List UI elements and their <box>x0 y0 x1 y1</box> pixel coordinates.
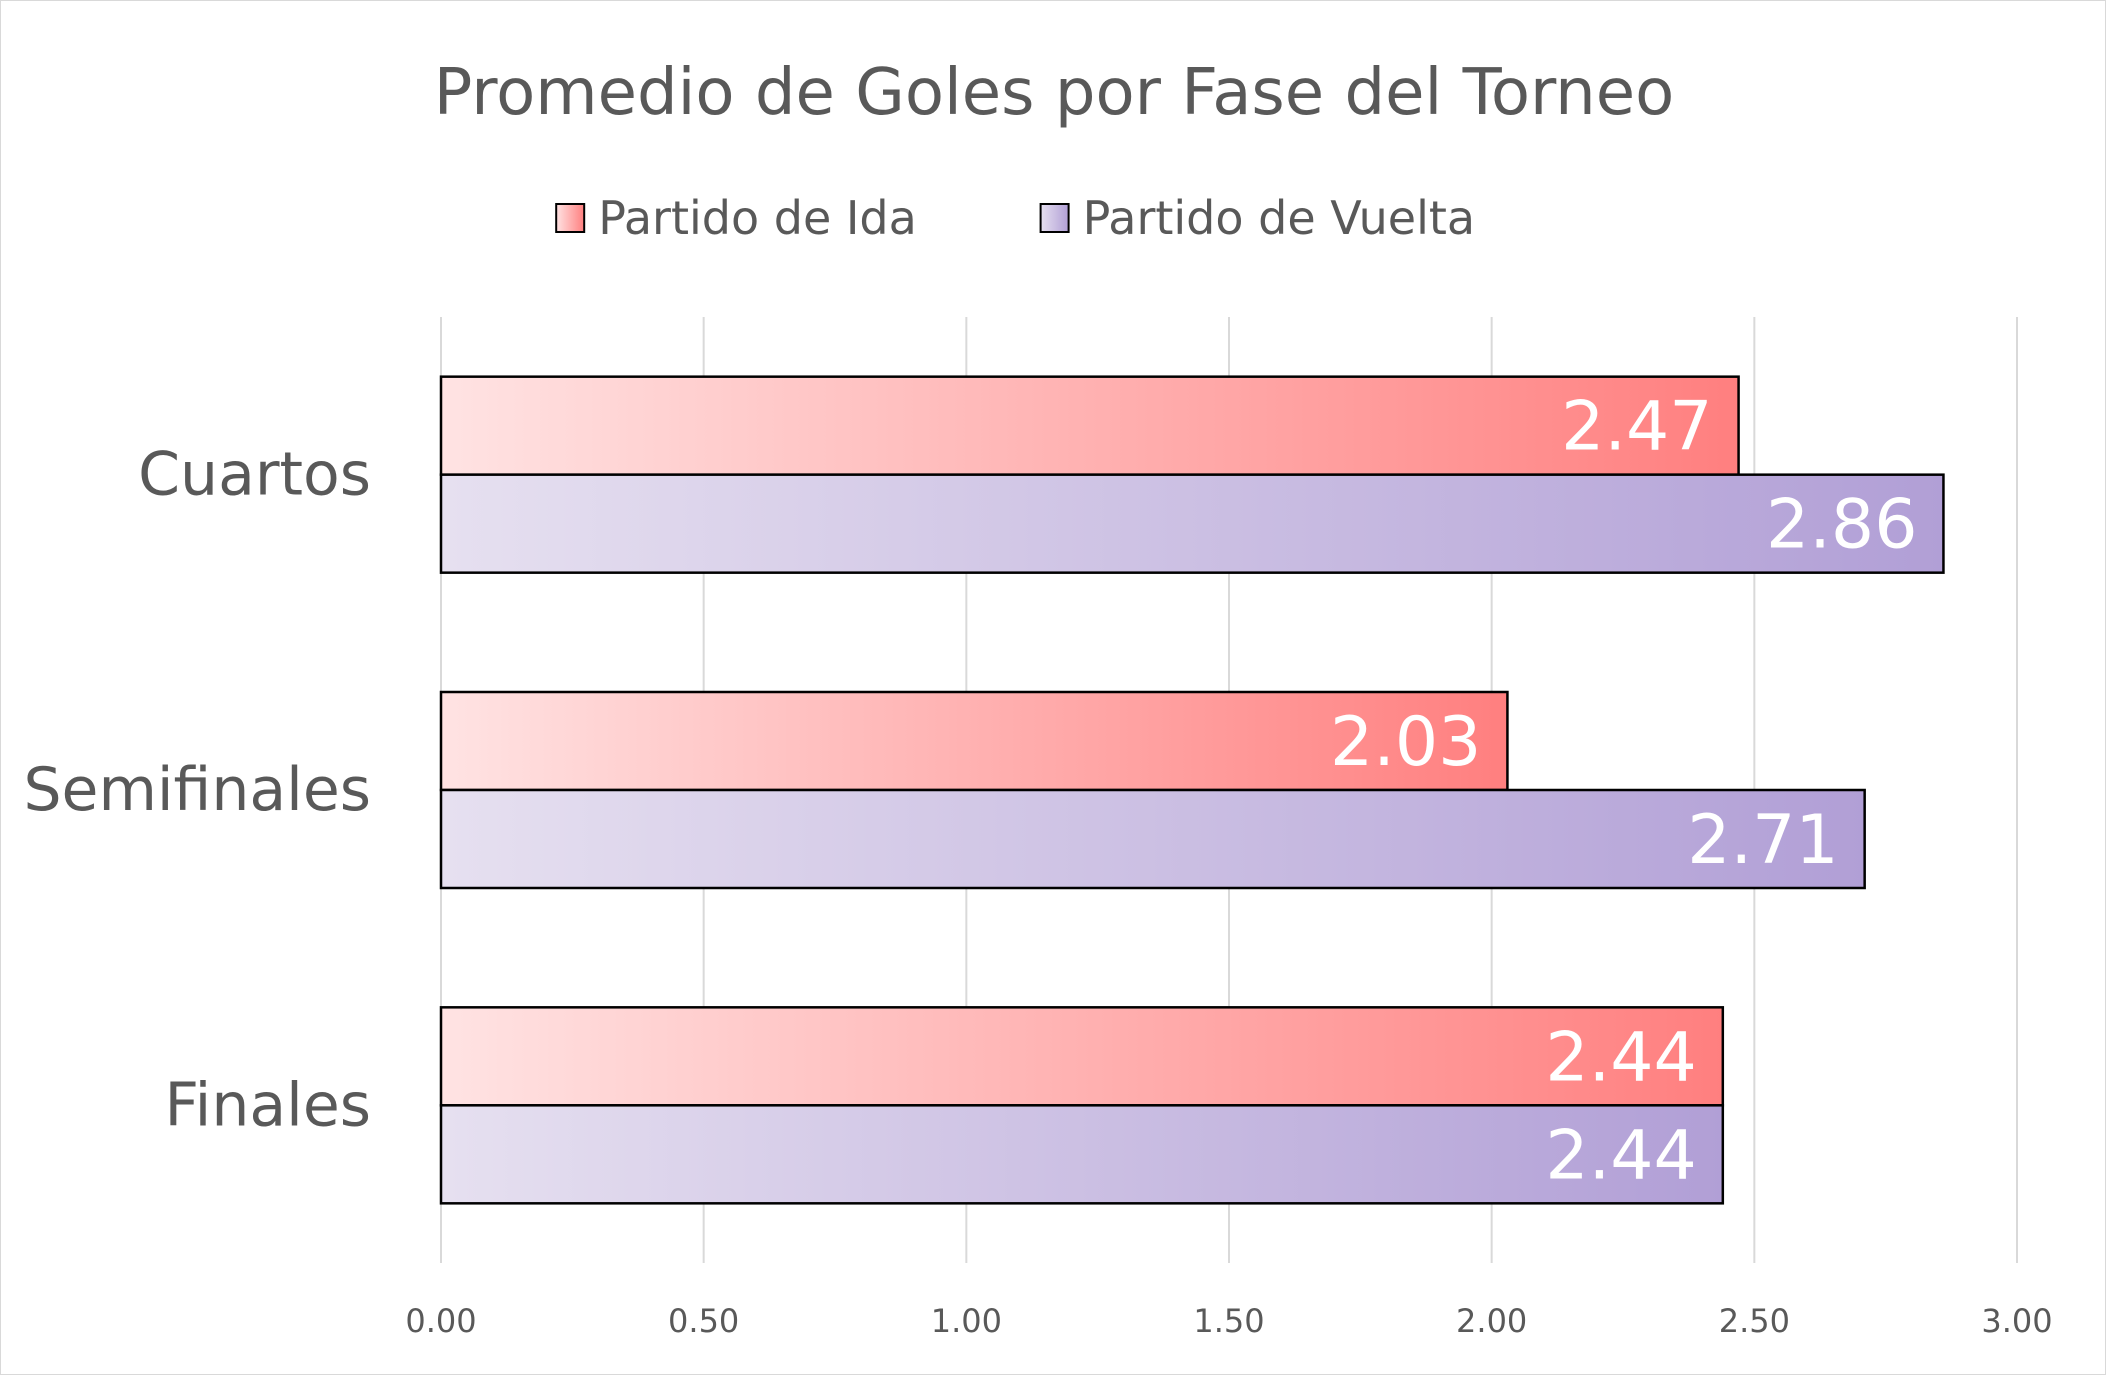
x-tick-label: 1.00 <box>931 1302 1002 1340</box>
category-label-cuartos: Cuartos <box>138 440 371 510</box>
legend-swatch-partido-de-ida <box>555 203 586 233</box>
legend-swatch-partido-de-vuelta <box>1039 203 1070 233</box>
data-label-semifinales-partido-de-vuelta: 2.71 <box>1687 801 1838 880</box>
data-label-semifinales-partido-de-ida: 2.03 <box>1330 703 1481 782</box>
bar-cuartos-partido-de-ida <box>439 375 1740 476</box>
legend-label-partido-de-vuelta: Partido de Vuelta <box>1083 191 1475 245</box>
bar-finales-partido-de-vuelta <box>439 1104 1725 1205</box>
x-tick-label: 1.50 <box>1193 1302 1264 1340</box>
bar-cuartos-partido-de-vuelta <box>439 473 1945 574</box>
x-axis-tick-labels: 0.00 0.50 1.00 1.50 2.00 2.50 3.00 <box>405 1302 2052 1340</box>
category-label-finales: Finales <box>165 1070 371 1140</box>
x-tick-label: 2.50 <box>1719 1302 1790 1340</box>
legend: Partido de Ida Partido de Vuelta <box>555 191 1475 245</box>
data-label-finales-partido-de-vuelta: 2.44 <box>1545 1116 1696 1195</box>
category-label-semifinales: Semifinales <box>23 755 371 825</box>
x-tick-label: 3.00 <box>1981 1302 2052 1340</box>
data-label-cuartos-partido-de-vuelta: 2.86 <box>1766 486 1917 565</box>
bar-finales-partido-de-ida <box>439 1006 1725 1107</box>
x-tick-label: 0.00 <box>405 1302 476 1340</box>
data-label-cuartos-partido-de-ida: 2.47 <box>1561 388 1712 467</box>
category-labels: Cuartos Semifinales Finales <box>23 440 371 1141</box>
legend-label-partido-de-ida: Partido de Ida <box>598 191 917 245</box>
bars: 2.47 2.86 2.03 2.71 2.44 2.44 <box>439 375 1945 1205</box>
x-tick-label: 0.50 <box>668 1302 739 1340</box>
x-tick-label: 2.00 <box>1456 1302 1527 1340</box>
data-label-finales-partido-de-ida: 2.44 <box>1545 1018 1696 1097</box>
bar-semifinales-partido-de-vuelta <box>439 788 1866 890</box>
chart-title: Promedio de Goles por Fase del Torneo <box>434 56 1675 130</box>
